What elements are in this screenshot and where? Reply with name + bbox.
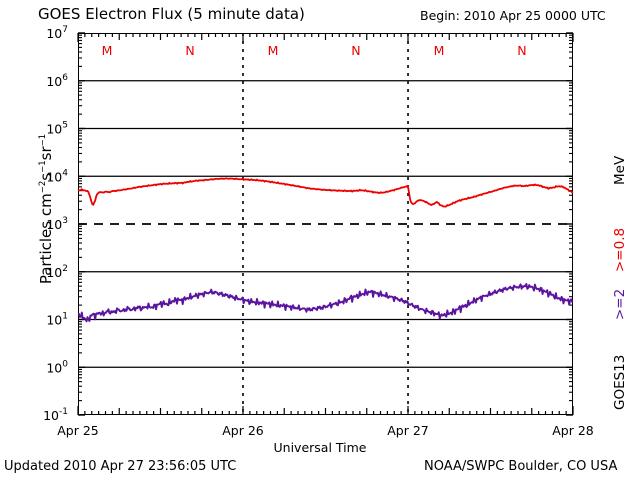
right-label-satellite: GOES13	[612, 354, 628, 410]
x-axis-title: Universal Time	[273, 440, 367, 455]
svg-text:10-1: 10-1	[43, 407, 68, 423]
chart-title: GOES Electron Flux (5 minute data)	[38, 5, 305, 23]
y-axis-title: Particles cm−2s−1sr−1	[37, 133, 55, 285]
right-label-unit: MeV	[612, 155, 628, 185]
svg-text:Apr 28: Apr 28	[552, 423, 594, 438]
updated-timestamp: Updated 2010 Apr 27 23:56:05 UTC	[4, 459, 237, 474]
svg-text:Apr 26: Apr 26	[222, 423, 264, 438]
right-label-series-hi: >=0.8	[612, 227, 628, 272]
svg-text:Apr 27: Apr 27	[387, 423, 429, 438]
x-axis-tick-labels: Apr 25 Apr 26 Apr 27 Apr 28	[57, 423, 594, 438]
source-attribution: NOAA/SWPC Boulder, CO USA	[424, 459, 618, 474]
plot-area	[78, 33, 573, 415]
svg-text:Apr 25: Apr 25	[57, 423, 99, 438]
begin-time-label: Begin: 2010 Apr 25 0000 UTC	[420, 8, 606, 23]
right-label-series-lo: >=2	[612, 288, 628, 320]
svg-text:107: 107	[46, 25, 68, 41]
svg-text:100: 100	[46, 359, 68, 375]
